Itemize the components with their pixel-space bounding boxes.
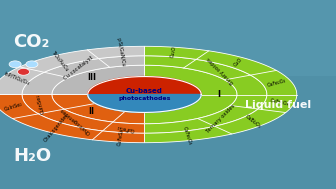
Bar [0, 151, 336, 161]
Polygon shape [52, 65, 144, 94]
Text: CuInSe₂: CuInSe₂ [36, 93, 46, 114]
Bar [0, 66, 336, 76]
Bar [0, 113, 336, 123]
Text: photocathodes: photocathodes [118, 96, 171, 101]
Bar [0, 123, 336, 132]
Text: II: II [89, 107, 95, 116]
Text: Cu₂O: Cu₂O [169, 46, 177, 58]
Bar [0, 38, 336, 47]
Bar [0, 19, 336, 28]
Bar [0, 28, 336, 38]
Bar [0, 0, 336, 9]
Bar [0, 104, 336, 113]
Text: Chalcogenides: Chalcogenides [59, 106, 92, 135]
Bar [0, 180, 336, 189]
Polygon shape [0, 46, 144, 94]
Text: TiO₂/AuCu: TiO₂/AuCu [50, 49, 70, 71]
Text: CO₂: CO₂ [13, 33, 50, 51]
Polygon shape [144, 65, 237, 124]
Polygon shape [144, 56, 267, 133]
Bar [0, 9, 336, 19]
Text: Binary oxides: Binary oxides [206, 56, 235, 85]
Text: CaFe₂O₄: CaFe₂O₄ [181, 126, 192, 146]
Text: InP/TiO₂/Cu: InP/TiO₂/Cu [4, 71, 31, 86]
Text: p-Si/GaN/Cu: p-Si/GaN/Cu [116, 37, 126, 67]
Circle shape [26, 61, 38, 68]
Text: CuFeS₂: CuFeS₂ [116, 124, 135, 132]
Polygon shape [144, 46, 297, 143]
Bar [0, 47, 336, 57]
Text: H₂O: H₂O [13, 147, 51, 165]
Text: I: I [218, 90, 221, 99]
Bar [0, 161, 336, 170]
Text: CaBi₂O₄: CaBi₂O₄ [244, 114, 262, 129]
Text: III: III [87, 73, 96, 82]
Bar [0, 142, 336, 151]
Polygon shape [22, 56, 144, 94]
Text: Cu-based: Cu-based [126, 88, 163, 94]
Bar [0, 57, 336, 66]
Bar [0, 85, 336, 94]
Circle shape [9, 61, 21, 68]
Circle shape [17, 68, 30, 75]
Text: CaFe₂O₄: CaFe₂O₄ [267, 78, 287, 88]
Polygon shape [0, 94, 144, 143]
Polygon shape [22, 94, 144, 133]
Text: Ternary oxides: Ternary oxides [205, 103, 236, 134]
Polygon shape [88, 94, 201, 112]
Text: CuO: CuO [233, 57, 244, 68]
Text: CuInSe₂: CuInSe₂ [3, 102, 23, 112]
Text: CaFe₂O₄: CaFe₂O₄ [269, 98, 289, 107]
Text: Chalcogenides: Chalcogenides [43, 112, 70, 143]
Bar [0, 94, 336, 104]
Bar [0, 132, 336, 142]
Text: CuFeS₂: CuFeS₂ [117, 129, 125, 146]
Text: Cu cocatalyst: Cu cocatalyst [63, 55, 94, 81]
Polygon shape [88, 77, 201, 94]
Bar [0, 170, 336, 180]
Polygon shape [52, 94, 144, 124]
Text: Liquid fuel: Liquid fuel [245, 100, 311, 110]
Bar [0, 76, 336, 85]
